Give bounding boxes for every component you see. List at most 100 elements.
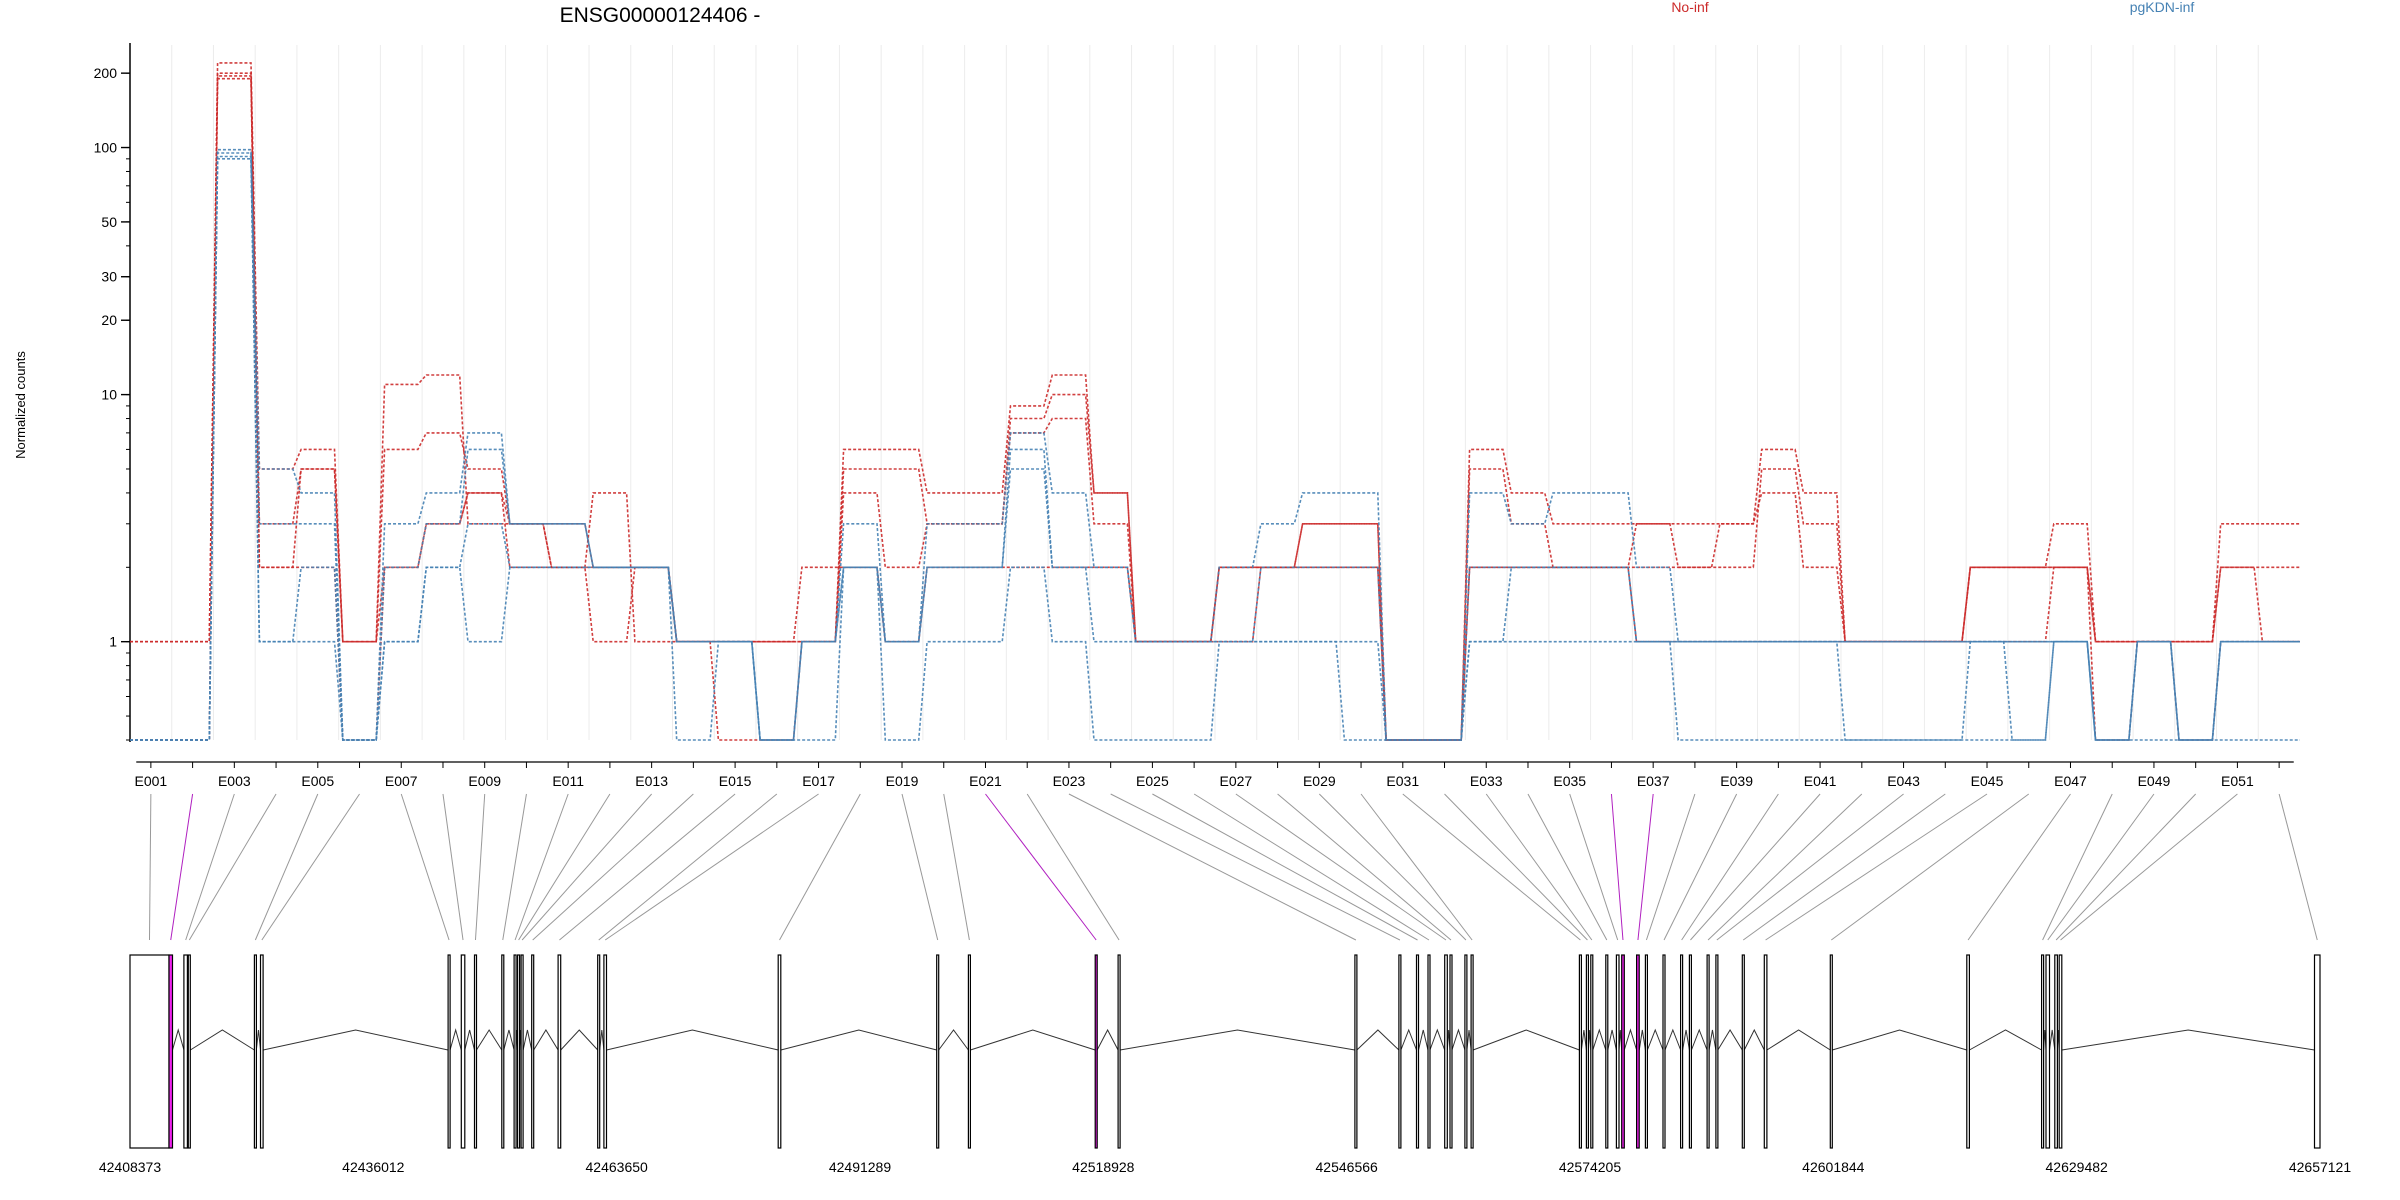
x-tick-label: E003 bbox=[218, 773, 251, 789]
exon-box-e050 bbox=[2054, 954, 2059, 1149]
exon-connector bbox=[1610, 793, 1624, 941]
intron bbox=[1638, 1029, 1646, 1051]
exon-box-e011 bbox=[513, 954, 517, 1149]
exon-box-e021 bbox=[1094, 954, 1098, 1149]
x-tick-label: E025 bbox=[1136, 773, 1169, 789]
intron bbox=[1429, 1028, 1446, 1051]
exon-connector bbox=[1681, 793, 1779, 941]
exon-connector bbox=[1068, 793, 1357, 941]
coordinate-label: 42546566 bbox=[1316, 1159, 1379, 1175]
exon-box-e039 bbox=[1662, 954, 1666, 1149]
intron bbox=[1592, 1028, 1607, 1051]
exon-connector bbox=[604, 793, 819, 941]
intron bbox=[780, 1029, 937, 1051]
exon-connector bbox=[1360, 793, 1473, 941]
exon-box-e013 bbox=[520, 954, 524, 1149]
genomic-coordinate-axis: 42408373 42436012 42463650 42491289 42518928… bbox=[99, 1159, 2352, 1175]
intron bbox=[1607, 1029, 1617, 1051]
exon-connector bbox=[2060, 793, 2238, 941]
exon-box-e027 bbox=[1444, 954, 1448, 1149]
x-tick-label: E045 bbox=[1971, 773, 2004, 789]
exon-box-e047 bbox=[1966, 954, 1971, 1149]
x-tick-label: E001 bbox=[135, 773, 168, 789]
intron bbox=[503, 1029, 515, 1051]
series-lines bbox=[130, 62, 2300, 741]
exon-connector bbox=[1707, 793, 1863, 941]
x-tick-label: E047 bbox=[2054, 773, 2087, 789]
x-tick-label: E007 bbox=[385, 773, 418, 789]
intron bbox=[1969, 1029, 2042, 1051]
chart-title: ENSG00000124406 - bbox=[560, 4, 761, 27]
exon-connector bbox=[1110, 793, 1401, 941]
exon-connector bbox=[148, 793, 152, 941]
exon-box-e018 bbox=[777, 954, 782, 1149]
intron bbox=[1708, 1029, 1717, 1051]
vertical-gridlines bbox=[171, 45, 2259, 740]
y-tick-label: 1 bbox=[109, 634, 117, 650]
coordinate-label: 42408373 bbox=[99, 1159, 162, 1175]
intron bbox=[606, 1029, 779, 1051]
exon-box-e034 bbox=[1605, 954, 1609, 1149]
series-line-no-inf bbox=[130, 62, 2300, 741]
exon-box-e042 bbox=[1706, 954, 1710, 1149]
coordinate-label: 42601844 bbox=[1802, 1159, 1865, 1175]
exon-connector bbox=[559, 793, 736, 941]
intron bbox=[522, 1029, 533, 1051]
series-line-no-inf bbox=[130, 75, 2300, 741]
exon-box-e002 bbox=[168, 954, 174, 1149]
x-tick-label: E037 bbox=[1637, 773, 1670, 789]
exon-box-e049 bbox=[2045, 954, 2051, 1149]
exon-box-e043 bbox=[1715, 954, 1719, 1149]
intron bbox=[190, 1029, 255, 1051]
intron bbox=[1119, 1029, 1355, 1051]
exon-box-e015 bbox=[557, 954, 562, 1149]
exon-box-e012 bbox=[516, 954, 521, 1149]
exon-box-e044 bbox=[1741, 954, 1745, 1149]
exon-box-e030 bbox=[1470, 954, 1474, 1149]
exon-box-e024 bbox=[1398, 954, 1402, 1149]
series-line-no-inf bbox=[130, 77, 2300, 741]
exon-connector bbox=[1569, 793, 1619, 941]
intron bbox=[1664, 1028, 1682, 1051]
intron bbox=[1766, 1029, 1831, 1051]
exon-box-e009 bbox=[473, 954, 478, 1149]
intron bbox=[2049, 1029, 2056, 1051]
series-line-pgkdn-inf bbox=[130, 155, 2300, 741]
exon-connector bbox=[1026, 793, 1120, 941]
exon-box-e037 bbox=[1635, 954, 1640, 1149]
intron bbox=[172, 1028, 185, 1051]
exon-box-e010 bbox=[501, 954, 505, 1149]
exon-connector bbox=[518, 793, 611, 941]
exon-connector bbox=[1527, 793, 1608, 941]
legend-entry-no-inf: No-inf bbox=[1671, 0, 1708, 15]
intron bbox=[970, 1029, 1096, 1051]
intron bbox=[1400, 1028, 1417, 1051]
intron bbox=[1690, 1028, 1708, 1051]
exon-connector bbox=[1742, 793, 1946, 941]
exon-box-e019 bbox=[936, 954, 940, 1149]
exon-connector bbox=[2278, 793, 2318, 941]
intron bbox=[1743, 1028, 1765, 1051]
intron bbox=[938, 1029, 969, 1051]
exon-connector bbox=[1716, 793, 1904, 941]
intron bbox=[476, 1029, 503, 1051]
exon-connector bbox=[1637, 793, 1654, 941]
intron bbox=[255, 1029, 262, 1051]
intron bbox=[1646, 1028, 1664, 1051]
exon-connector bbox=[1485, 793, 1593, 941]
x-tick-label: E023 bbox=[1053, 773, 1086, 789]
intron bbox=[560, 1029, 599, 1051]
intron bbox=[1717, 1029, 1743, 1051]
intron bbox=[1451, 1028, 1466, 1051]
exon-connector bbox=[2055, 793, 2197, 941]
exon-box-e008 bbox=[460, 954, 466, 1149]
x-tick-label: E029 bbox=[1303, 773, 1336, 789]
exon-connector bbox=[185, 793, 235, 941]
exon-box-e017 bbox=[603, 954, 608, 1149]
coordinate-label: 42518928 bbox=[1072, 1159, 1135, 1175]
x-tick-label: E017 bbox=[802, 773, 835, 789]
exon-connector bbox=[1663, 793, 1738, 941]
x-tick-label: E005 bbox=[301, 773, 334, 789]
intron bbox=[1580, 1029, 1587, 1051]
intron bbox=[533, 1029, 559, 1051]
